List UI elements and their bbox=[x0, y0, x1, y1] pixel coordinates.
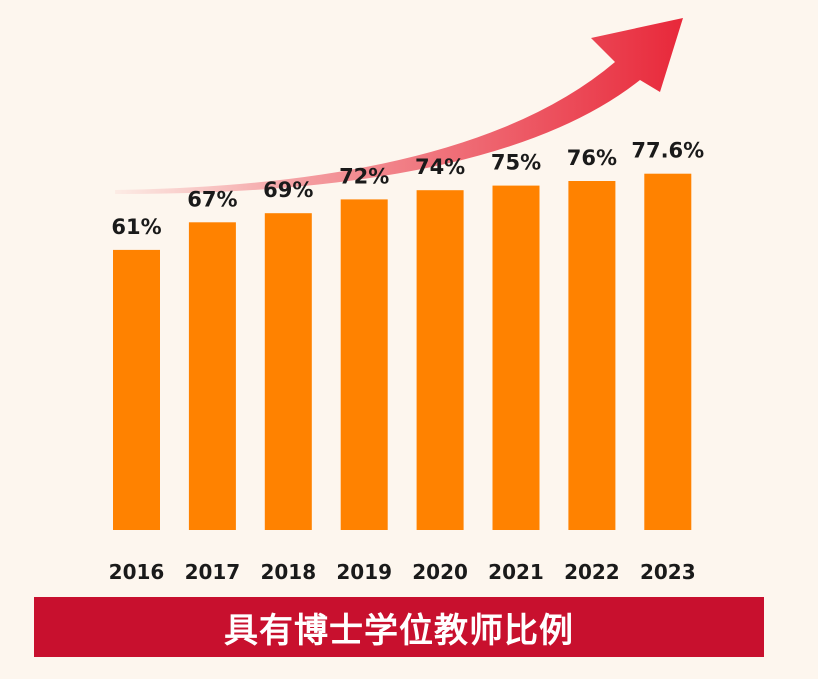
bar-2016 bbox=[113, 249, 160, 530]
bar-2021 bbox=[492, 185, 540, 530]
value-label-2016: 61% bbox=[111, 215, 161, 239]
category-label-2023: 2023 bbox=[640, 560, 696, 584]
category-labels-group: 2016 2017 2018 2019 2020 2021 2022 2023 bbox=[109, 560, 696, 584]
value-label-2021: 75% bbox=[491, 151, 541, 175]
bar-2017 bbox=[188, 222, 236, 531]
category-label-2022: 2022 bbox=[564, 560, 620, 584]
trend-arrow-icon bbox=[115, 18, 683, 195]
category-label-2018: 2018 bbox=[260, 560, 316, 584]
value-label-2018: 69% bbox=[263, 178, 313, 202]
bars-group bbox=[113, 173, 692, 531]
title-banner: 具有博士学位教师比例 bbox=[34, 597, 764, 657]
category-label-2016: 2016 bbox=[109, 560, 165, 584]
value-labels-group: 61% 67% 69% 72% 74% 75% 76% 77.6% bbox=[111, 139, 704, 239]
category-label-2019: 2019 bbox=[336, 560, 392, 584]
value-label-2017: 67% bbox=[187, 187, 237, 211]
bar-2023 bbox=[644, 173, 692, 530]
value-label-2023: 77.6% bbox=[631, 139, 704, 163]
bar-2018 bbox=[264, 213, 312, 530]
chart-title: 具有博士学位教师比例 bbox=[224, 610, 574, 651]
value-label-2020: 74% bbox=[415, 155, 465, 179]
category-label-2020: 2020 bbox=[412, 560, 468, 584]
bar-2020 bbox=[416, 190, 464, 530]
value-label-2019: 72% bbox=[339, 164, 389, 188]
category-label-2021: 2021 bbox=[488, 560, 544, 584]
category-label-2017: 2017 bbox=[185, 560, 241, 584]
value-label-2022: 76% bbox=[567, 146, 617, 170]
bar-2019 bbox=[340, 199, 388, 530]
bar-2022 bbox=[568, 181, 616, 530]
